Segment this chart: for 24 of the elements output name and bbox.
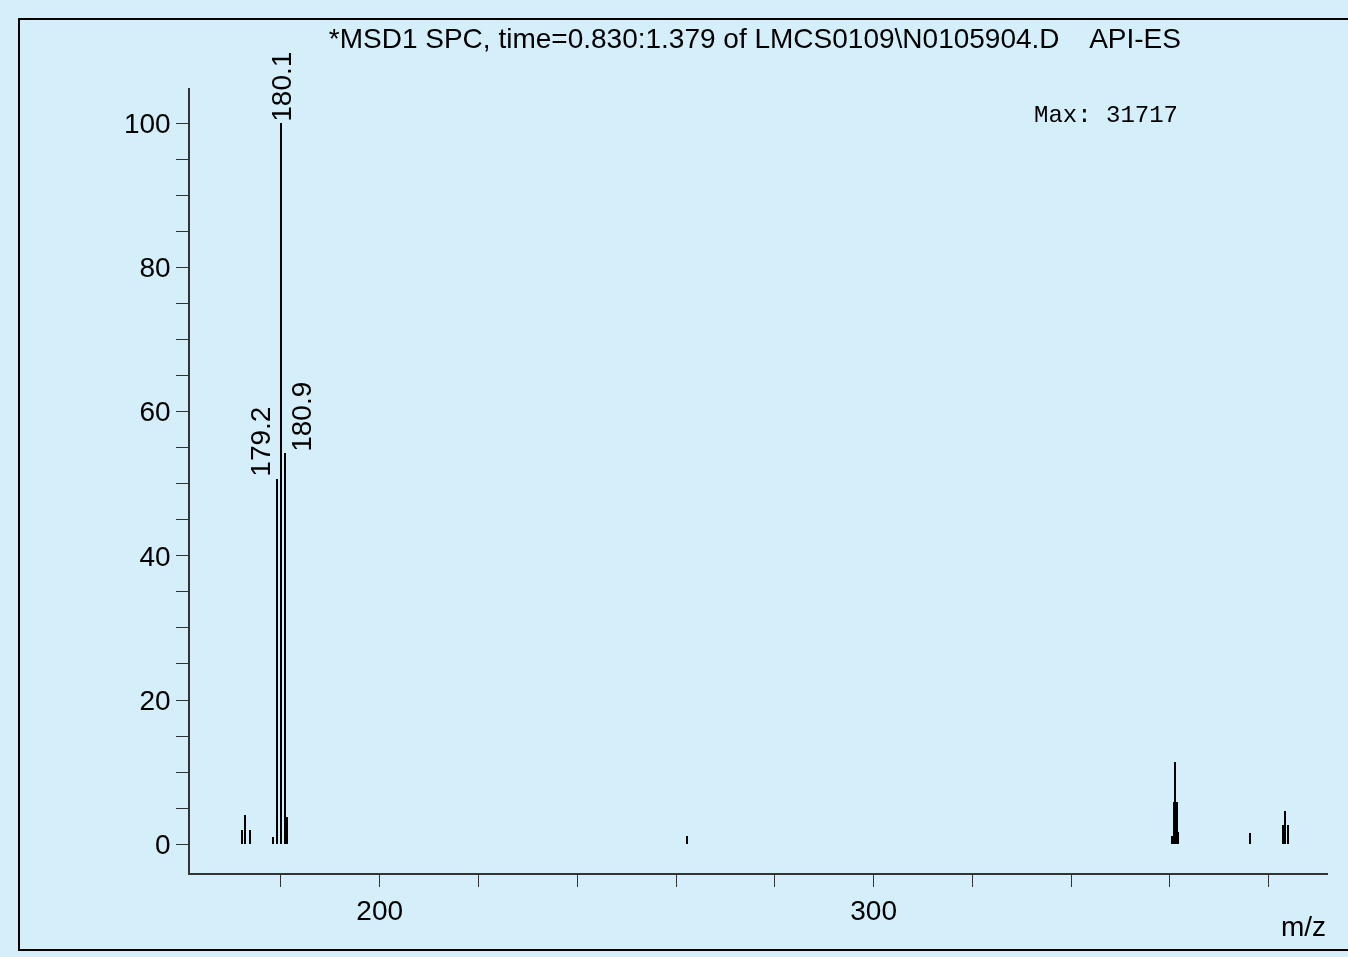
annotation: 179.2 <box>245 406 277 477</box>
bar <box>1174 762 1176 844</box>
y-tick-label: 100 <box>123 108 171 140</box>
annotation: 180.1 <box>266 51 298 122</box>
y-tick-label: 40 <box>139 540 171 572</box>
annotation: Max: 31717 <box>1034 102 1179 129</box>
y-tick-label: 20 <box>139 684 171 716</box>
bar <box>272 837 274 844</box>
bar <box>1249 833 1251 844</box>
annotation: 180.9 <box>285 381 317 452</box>
bar <box>249 830 251 844</box>
chart-title: *MSD1 SPC, time=0.830:1.379 of LMCS0109\N0105904.D API-ES <box>328 23 1181 55</box>
y-tick-label: 60 <box>139 396 171 428</box>
y-tick-label: 80 <box>139 252 171 284</box>
bar <box>1284 811 1286 844</box>
bar <box>244 815 246 844</box>
bar <box>280 123 282 844</box>
y-tick-label: 0 <box>155 828 171 860</box>
x-tick-label: 300 <box>850 895 897 927</box>
bar <box>686 836 688 844</box>
x-tick-label: 200 <box>356 895 404 927</box>
bar <box>276 479 278 844</box>
bar <box>284 453 286 844</box>
x-axis-title: m/z <box>1281 911 1327 942</box>
